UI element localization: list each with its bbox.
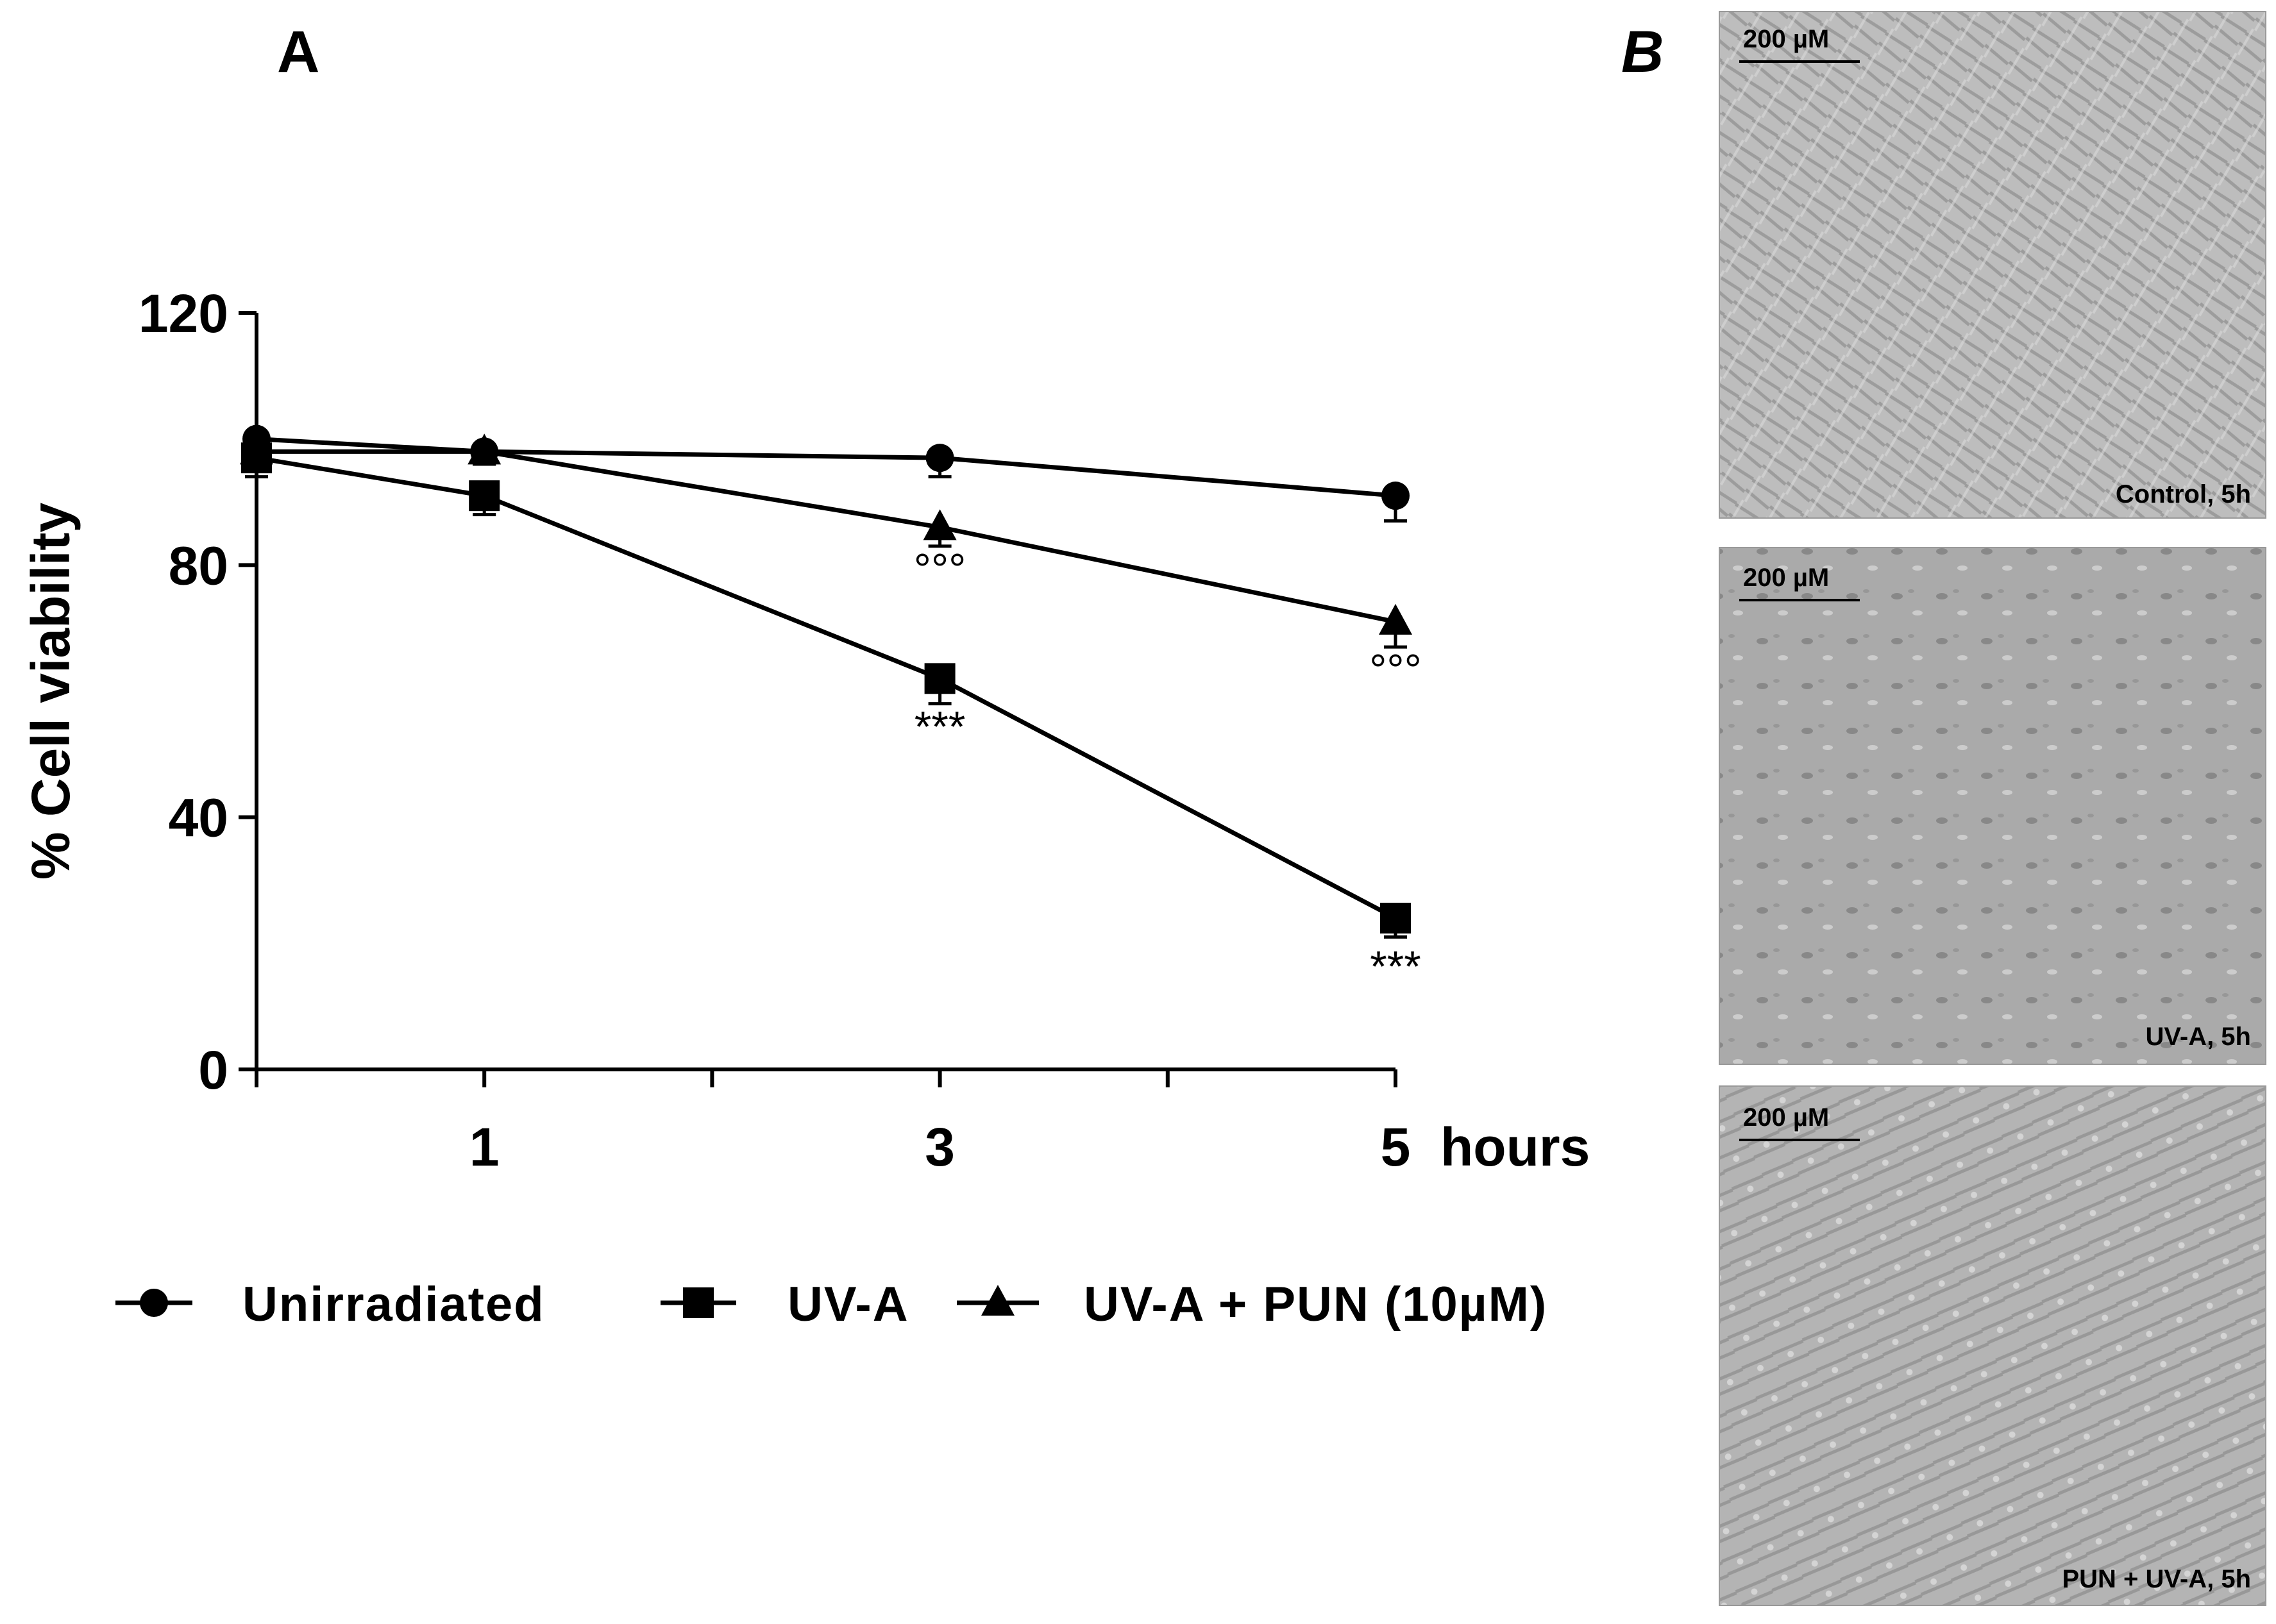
scale-bar-label: 200 µM <box>1743 564 1829 592</box>
series-line <box>256 455 1397 921</box>
annotation-layer: °°° *** °°° *** <box>914 545 1422 991</box>
y-ticks: 0 40 80 120 <box>139 283 257 1100</box>
significance-annotation: °°° <box>914 545 966 594</box>
micrograph-caption: UV-A, 5h <box>2146 1023 2251 1051</box>
x-ticks: 1 3 5 <box>255 1069 1411 1177</box>
panel-a-label: A <box>277 19 319 85</box>
micrograph-uva: 200 µM UV-A, 5h <box>1719 547 2266 1065</box>
legend-label: UV-A + PUN (10µM) <box>1084 1277 1547 1332</box>
series-square <box>241 442 1411 939</box>
micrograph-pun-uva: 200 µM PUN + UV-A, 5h <box>1719 1085 2266 1606</box>
triangle-marker <box>981 1285 1015 1316</box>
x-tick-label: 1 <box>469 1117 500 1177</box>
micrograph-control: 200 µM Control, 5h <box>1719 11 2266 519</box>
series-layer <box>240 424 1412 939</box>
micrograph-image <box>1719 11 2266 519</box>
triangle-marker <box>240 433 273 465</box>
x-tick-label: 5 <box>1381 1117 1411 1177</box>
y-tick-label: 0 <box>198 1040 228 1100</box>
triangle-marker <box>923 509 957 540</box>
square-marker <box>1380 903 1411 933</box>
circle-marker <box>1381 481 1410 510</box>
square-marker <box>924 663 956 694</box>
significance-annotation: *** <box>915 703 965 751</box>
triangle-marker <box>1379 603 1412 635</box>
y-tick-label: 120 <box>139 283 228 344</box>
series-triangle <box>240 433 1412 649</box>
series-line <box>256 437 1396 498</box>
micrograph-caption: Control, 5h <box>2116 480 2251 508</box>
micrograph-caption: PUN + UV-A, 5h <box>2062 1565 2251 1593</box>
scale-bar-label: 200 µM <box>1743 1103 1829 1132</box>
circle-marker <box>140 1289 168 1317</box>
micrograph-image <box>1719 547 2266 1065</box>
y-axis-title: % Cell viability <box>21 503 81 880</box>
legend-item: UV-A + PUN (10µM) <box>957 1277 1547 1332</box>
scale-bar-label: 200 µM <box>1743 25 1829 53</box>
panel-b-label: B <box>1621 19 1664 85</box>
y-tick-label: 80 <box>169 535 228 596</box>
x-unit-label: hours <box>1440 1117 1590 1177</box>
legend-item: UV-A <box>661 1277 909 1332</box>
cell-viability-chart: 0 40 80 120 1 3 5 hours % Cell viability °°° *… <box>21 283 1590 1332</box>
x-tick-label: 3 <box>925 1117 955 1177</box>
legend-item: Unirradiated <box>115 1277 545 1332</box>
legend: Unirradiated UV-A UV-A + PUN (10µM) <box>115 1277 1547 1332</box>
series-line <box>257 449 1396 624</box>
micrograph-image <box>1719 1085 2266 1606</box>
significance-annotation: *** <box>1370 942 1420 991</box>
triangle-marker <box>468 433 502 465</box>
circle-marker <box>925 444 954 473</box>
square-marker <box>469 480 500 512</box>
legend-label: Unirradiated <box>242 1277 545 1332</box>
y-tick-label: 40 <box>169 788 228 848</box>
legend-label: UV-A <box>788 1277 909 1332</box>
significance-annotation: °°° <box>1369 646 1422 694</box>
square-marker <box>683 1287 714 1318</box>
